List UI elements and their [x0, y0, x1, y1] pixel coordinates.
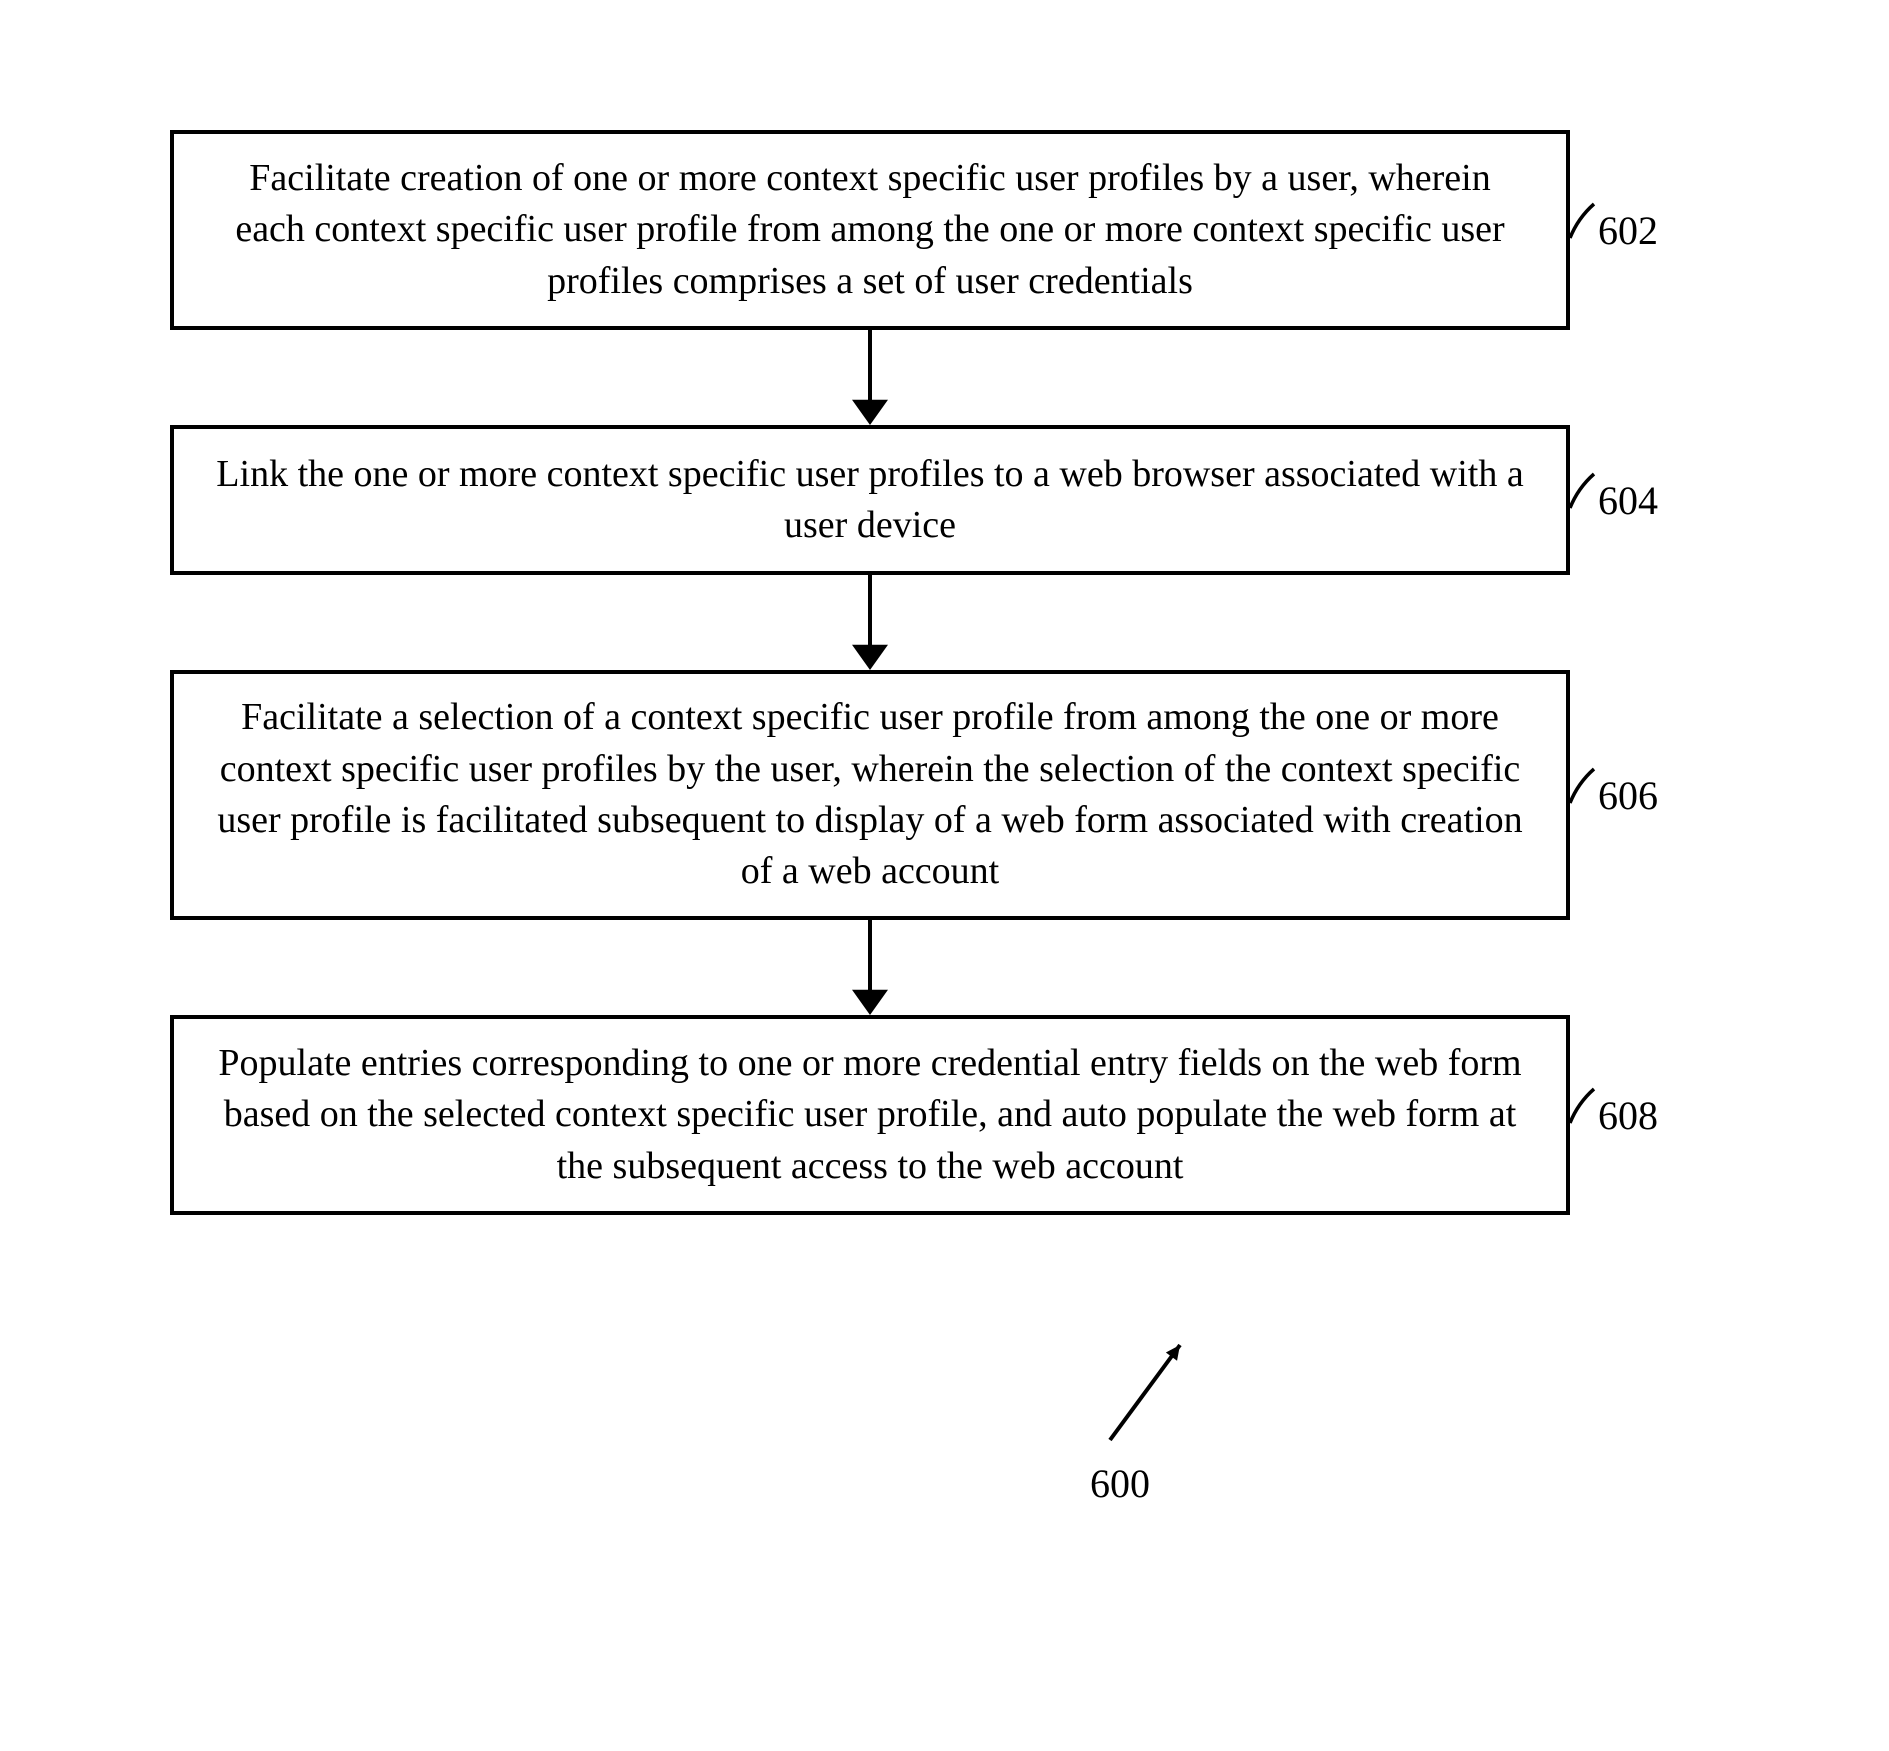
flowchart-step-row: Facilitate creation of one or more conte…: [170, 130, 1720, 330]
step-608-box: Populate entries corresponding to one or…: [170, 1015, 1570, 1215]
step-608-text: Populate entries corresponding to one or…: [214, 1038, 1526, 1192]
step-604-box: Link the one or more context specific us…: [170, 425, 1570, 575]
flowchart-step-row: Facilitate a selection of a context spec…: [170, 670, 1720, 920]
leader-tick: [1568, 200, 1598, 260]
leader-tick: [1568, 765, 1598, 825]
leader-tick: [1568, 470, 1598, 530]
step-602-box: Facilitate creation of one or more conte…: [170, 130, 1570, 330]
flowchart-step-row: Populate entries corresponding to one or…: [170, 1015, 1720, 1215]
step-606-label: 606: [1598, 772, 1658, 819]
step-604-label: 604: [1598, 477, 1658, 524]
arrow-down: [170, 330, 1570, 425]
step-602-text: Facilitate creation of one or more conte…: [214, 153, 1526, 307]
step-606-text: Facilitate a selection of a context spec…: [214, 692, 1526, 897]
step-606-box: Facilitate a selection of a context spec…: [170, 670, 1570, 920]
flowchart-container: Facilitate creation of one or more conte…: [170, 130, 1720, 1215]
flowchart-step-row: Link the one or more context specific us…: [170, 425, 1720, 575]
step-604-text: Link the one or more context specific us…: [214, 449, 1526, 552]
figure-reference-label: 600: [1090, 1460, 1150, 1507]
step-602-label: 602: [1598, 207, 1658, 254]
figure-reference-arrow: [1090, 1325, 1200, 1460]
arrow-down: [170, 575, 1570, 670]
leader-tick: [1568, 1085, 1598, 1145]
arrow-down: [170, 920, 1570, 1015]
step-608-label: 608: [1598, 1092, 1658, 1139]
